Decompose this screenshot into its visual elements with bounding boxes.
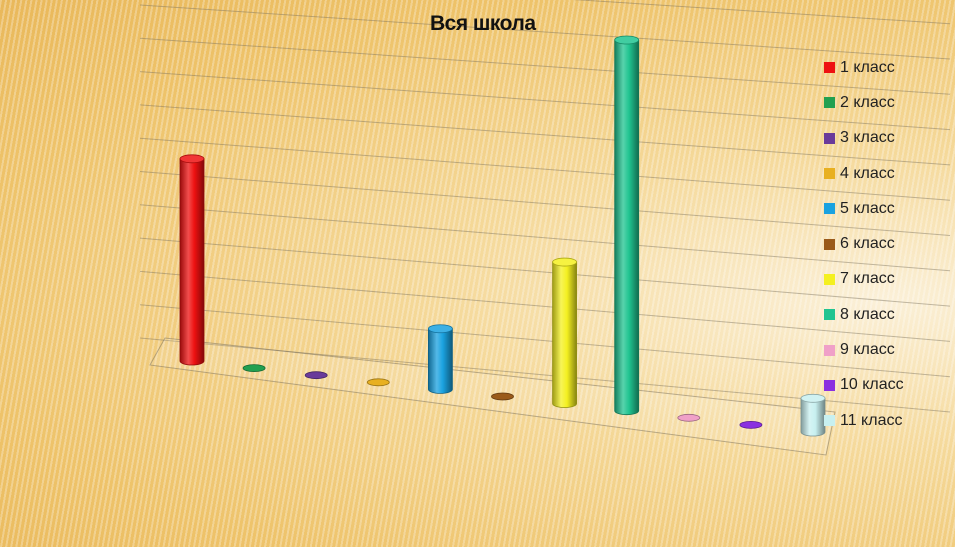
bar-body bbox=[179, 158, 205, 366]
chart-title: Вся школа bbox=[430, 12, 536, 35]
legend-item: 8 класс bbox=[824, 297, 952, 332]
legend-label: 4 класс bbox=[840, 164, 895, 182]
legend-swatch bbox=[824, 415, 835, 427]
bar-11 bbox=[800, 393, 826, 437]
gridline bbox=[139, 37, 951, 95]
gridline bbox=[139, 270, 951, 342]
legend-label: 7 класс bbox=[840, 270, 895, 288]
legend-swatch bbox=[824, 309, 835, 321]
legend-swatch bbox=[824, 62, 835, 74]
legend-swatch bbox=[824, 273, 835, 285]
legend-swatch bbox=[824, 379, 835, 391]
bar-2-base bbox=[242, 364, 266, 373]
bar-3-base bbox=[304, 371, 328, 380]
legend-label: 11 класс bbox=[840, 411, 903, 429]
legend-item: 5 класс bbox=[824, 191, 952, 226]
legend-item: 2 класс bbox=[824, 85, 952, 120]
bar-body bbox=[428, 328, 453, 394]
gridline bbox=[139, 71, 951, 131]
legend-swatch bbox=[824, 132, 835, 144]
legend-swatch bbox=[824, 203, 835, 215]
gridline bbox=[139, 304, 951, 378]
gridline bbox=[139, 137, 951, 201]
bar-body bbox=[614, 39, 640, 416]
bar-body bbox=[552, 261, 577, 408]
gridline bbox=[139, 4, 951, 60]
bar-top bbox=[800, 393, 826, 403]
gridline bbox=[139, 237, 951, 307]
legend-item: 9 класс bbox=[824, 332, 952, 367]
gridline bbox=[139, 171, 951, 236]
gridline bbox=[139, 104, 951, 166]
bar-9-base bbox=[677, 413, 701, 422]
legend-label: 5 класс bbox=[840, 199, 895, 217]
legend-item: 1 класс bbox=[824, 50, 952, 85]
legend-label: 3 класс bbox=[840, 129, 895, 147]
legend-swatch bbox=[824, 168, 835, 180]
bar-top bbox=[614, 35, 640, 45]
bar-6-base bbox=[491, 392, 514, 401]
legend-label: 2 класс bbox=[840, 93, 895, 111]
legend-item: 11 класс bbox=[824, 403, 952, 438]
bar-4-base bbox=[366, 378, 390, 387]
legend-label: 1 класс bbox=[840, 58, 895, 76]
bar-7 bbox=[552, 257, 577, 408]
bar-8 bbox=[614, 35, 640, 416]
legend-swatch bbox=[824, 97, 835, 109]
legend-label: 10 класс bbox=[840, 376, 904, 394]
legend-item: 10 класс bbox=[824, 368, 952, 403]
legend-label: 8 класс bbox=[840, 305, 895, 323]
gridline bbox=[573, 0, 951, 25]
legend-label: 9 класс bbox=[840, 341, 895, 359]
legend-item: 6 класс bbox=[824, 226, 952, 261]
legend-item: 4 класс bbox=[824, 156, 952, 191]
bar-top bbox=[427, 324, 453, 334]
legend-swatch bbox=[824, 344, 835, 356]
bar-top bbox=[552, 257, 577, 267]
bar-5 bbox=[427, 324, 453, 394]
bars bbox=[179, 35, 826, 437]
gridline bbox=[139, 204, 951, 272]
legend-swatch bbox=[824, 238, 835, 250]
bar-body bbox=[800, 397, 826, 437]
bar-10-base bbox=[739, 420, 763, 429]
bar-1 bbox=[179, 154, 205, 366]
legend-item: 7 класс bbox=[824, 262, 952, 297]
legend-label: 6 класс bbox=[840, 235, 895, 253]
chart-legend: 1 класс 2 класс 3 класс 4 класс 5 класс 6 кла… bbox=[824, 50, 952, 438]
legend-item: 3 класс bbox=[824, 121, 952, 156]
bar-top bbox=[179, 154, 205, 164]
